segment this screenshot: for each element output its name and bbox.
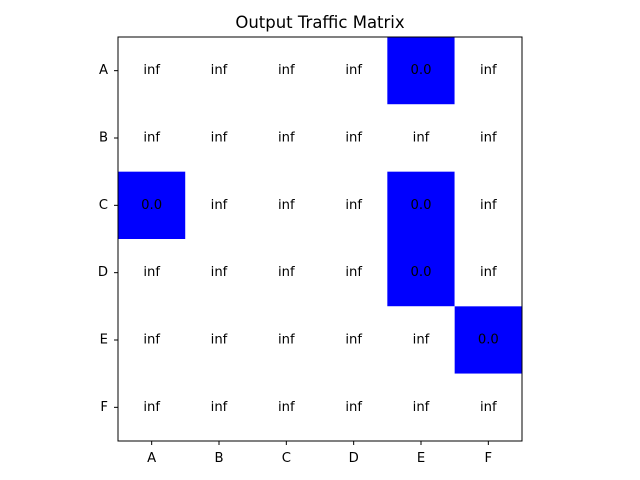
cell-value-label: 0.0 (478, 333, 499, 348)
cell-value-labels: inf inf inf inf 0.0 inf inf inf inf inf inf inf 0.0 i… (141, 63, 499, 415)
cell-value-label: 0.0 (411, 265, 432, 280)
heatmap-cell (252, 37, 320, 105)
heatmap-cell (454, 37, 522, 105)
cell-value-label: inf (345, 63, 362, 78)
heatmap-cells (118, 37, 522, 441)
heatmap-cell (320, 171, 388, 239)
cell-value-label: 0.0 (411, 198, 432, 213)
cell-value-label: inf (211, 265, 228, 280)
cell-value-label: inf (143, 400, 160, 415)
cell-value-label: 0.0 (141, 198, 162, 213)
y-tick-label: E (100, 333, 108, 348)
heatmap-cell (454, 239, 522, 307)
x-tick-label: C (282, 451, 291, 466)
cell-value-label: inf (143, 333, 160, 348)
heatmap-cell (185, 104, 253, 172)
heatmap-cell (118, 239, 186, 307)
heatmap-cell (185, 306, 253, 374)
heatmap-cell (387, 171, 455, 239)
cell-value-label: inf (278, 265, 295, 280)
x-tick-label: A (147, 451, 156, 466)
heatmap-cell (454, 373, 522, 441)
cell-value-label: inf (480, 400, 497, 415)
heatmap-cell (320, 37, 388, 105)
cell-value-label: inf (345, 131, 362, 146)
heatmap-cell (252, 373, 320, 441)
cell-value-label: inf (480, 131, 497, 146)
cell-value-label: inf (278, 333, 295, 348)
heatmap-cell (118, 373, 186, 441)
y-tick-label: F (100, 400, 108, 415)
heatmap-cell (252, 239, 320, 307)
cell-value-label: inf (211, 333, 228, 348)
heatmap-cell (387, 104, 455, 172)
cell-value-label: inf (413, 333, 430, 348)
heatmap-cell (252, 306, 320, 374)
cell-value-label: inf (480, 198, 497, 213)
x-axis: A B C D E F (147, 441, 492, 466)
plot-area-frame (117, 36, 523, 442)
x-tick-label: F (485, 451, 493, 466)
heatmap-cell (320, 306, 388, 374)
heatmap-cell (387, 239, 455, 307)
cell-value-label: inf (278, 63, 295, 78)
x-tick-label: B (214, 451, 223, 466)
cell-value-label: inf (278, 131, 295, 146)
heatmap-cell (185, 37, 253, 105)
heatmap-cell (387, 306, 455, 374)
cell-value-label: inf (143, 131, 160, 146)
heatmap-cell (387, 37, 455, 105)
heatmap-cell (118, 104, 186, 172)
cell-value-label: inf (345, 400, 362, 415)
cell-value-label: inf (345, 265, 362, 280)
cell-value-label: inf (480, 63, 497, 78)
heatmap-cell (320, 373, 388, 441)
cell-value-label: inf (143, 63, 160, 78)
y-axis: A B C D E F (98, 63, 118, 415)
heatmap-cell (252, 104, 320, 172)
y-tick-label: D (98, 265, 108, 280)
heatmap-cell (454, 306, 522, 374)
heatmap-cell (454, 104, 522, 172)
cell-value-label: inf (413, 400, 430, 415)
cell-value-label: inf (345, 198, 362, 213)
cell-value-label: inf (480, 265, 497, 280)
heatmap-cell (185, 373, 253, 441)
y-tick-label: A (99, 63, 108, 78)
heatmap-cell (320, 104, 388, 172)
y-tick-label: C (99, 198, 108, 213)
heatmap-cell (118, 171, 186, 239)
cell-value-label: inf (278, 198, 295, 213)
heatmap-cell (118, 37, 186, 105)
cell-value-label: 0.0 (411, 63, 432, 78)
cell-value-label: inf (345, 333, 362, 348)
x-tick-label: D (349, 451, 359, 466)
chart-title: Output Traffic Matrix (235, 13, 405, 32)
cell-value-label: inf (211, 63, 228, 78)
cell-value-label: inf (143, 265, 160, 280)
heatmap-cell (454, 171, 522, 239)
cell-value-label: inf (211, 131, 228, 146)
cell-value-label: inf (211, 400, 228, 415)
heatmap-cell (118, 306, 186, 374)
y-tick-label: B (99, 131, 108, 146)
cell-value-label: inf (413, 131, 430, 146)
cell-value-label: inf (211, 198, 228, 213)
cell-value-label: inf (278, 400, 295, 415)
heatmap-cell (252, 171, 320, 239)
heatmap-cell (387, 373, 455, 441)
heatmap-cell (320, 239, 388, 307)
heatmap-cell (185, 171, 253, 239)
x-tick-label: E (417, 451, 425, 466)
heatmap-cell (185, 239, 253, 307)
